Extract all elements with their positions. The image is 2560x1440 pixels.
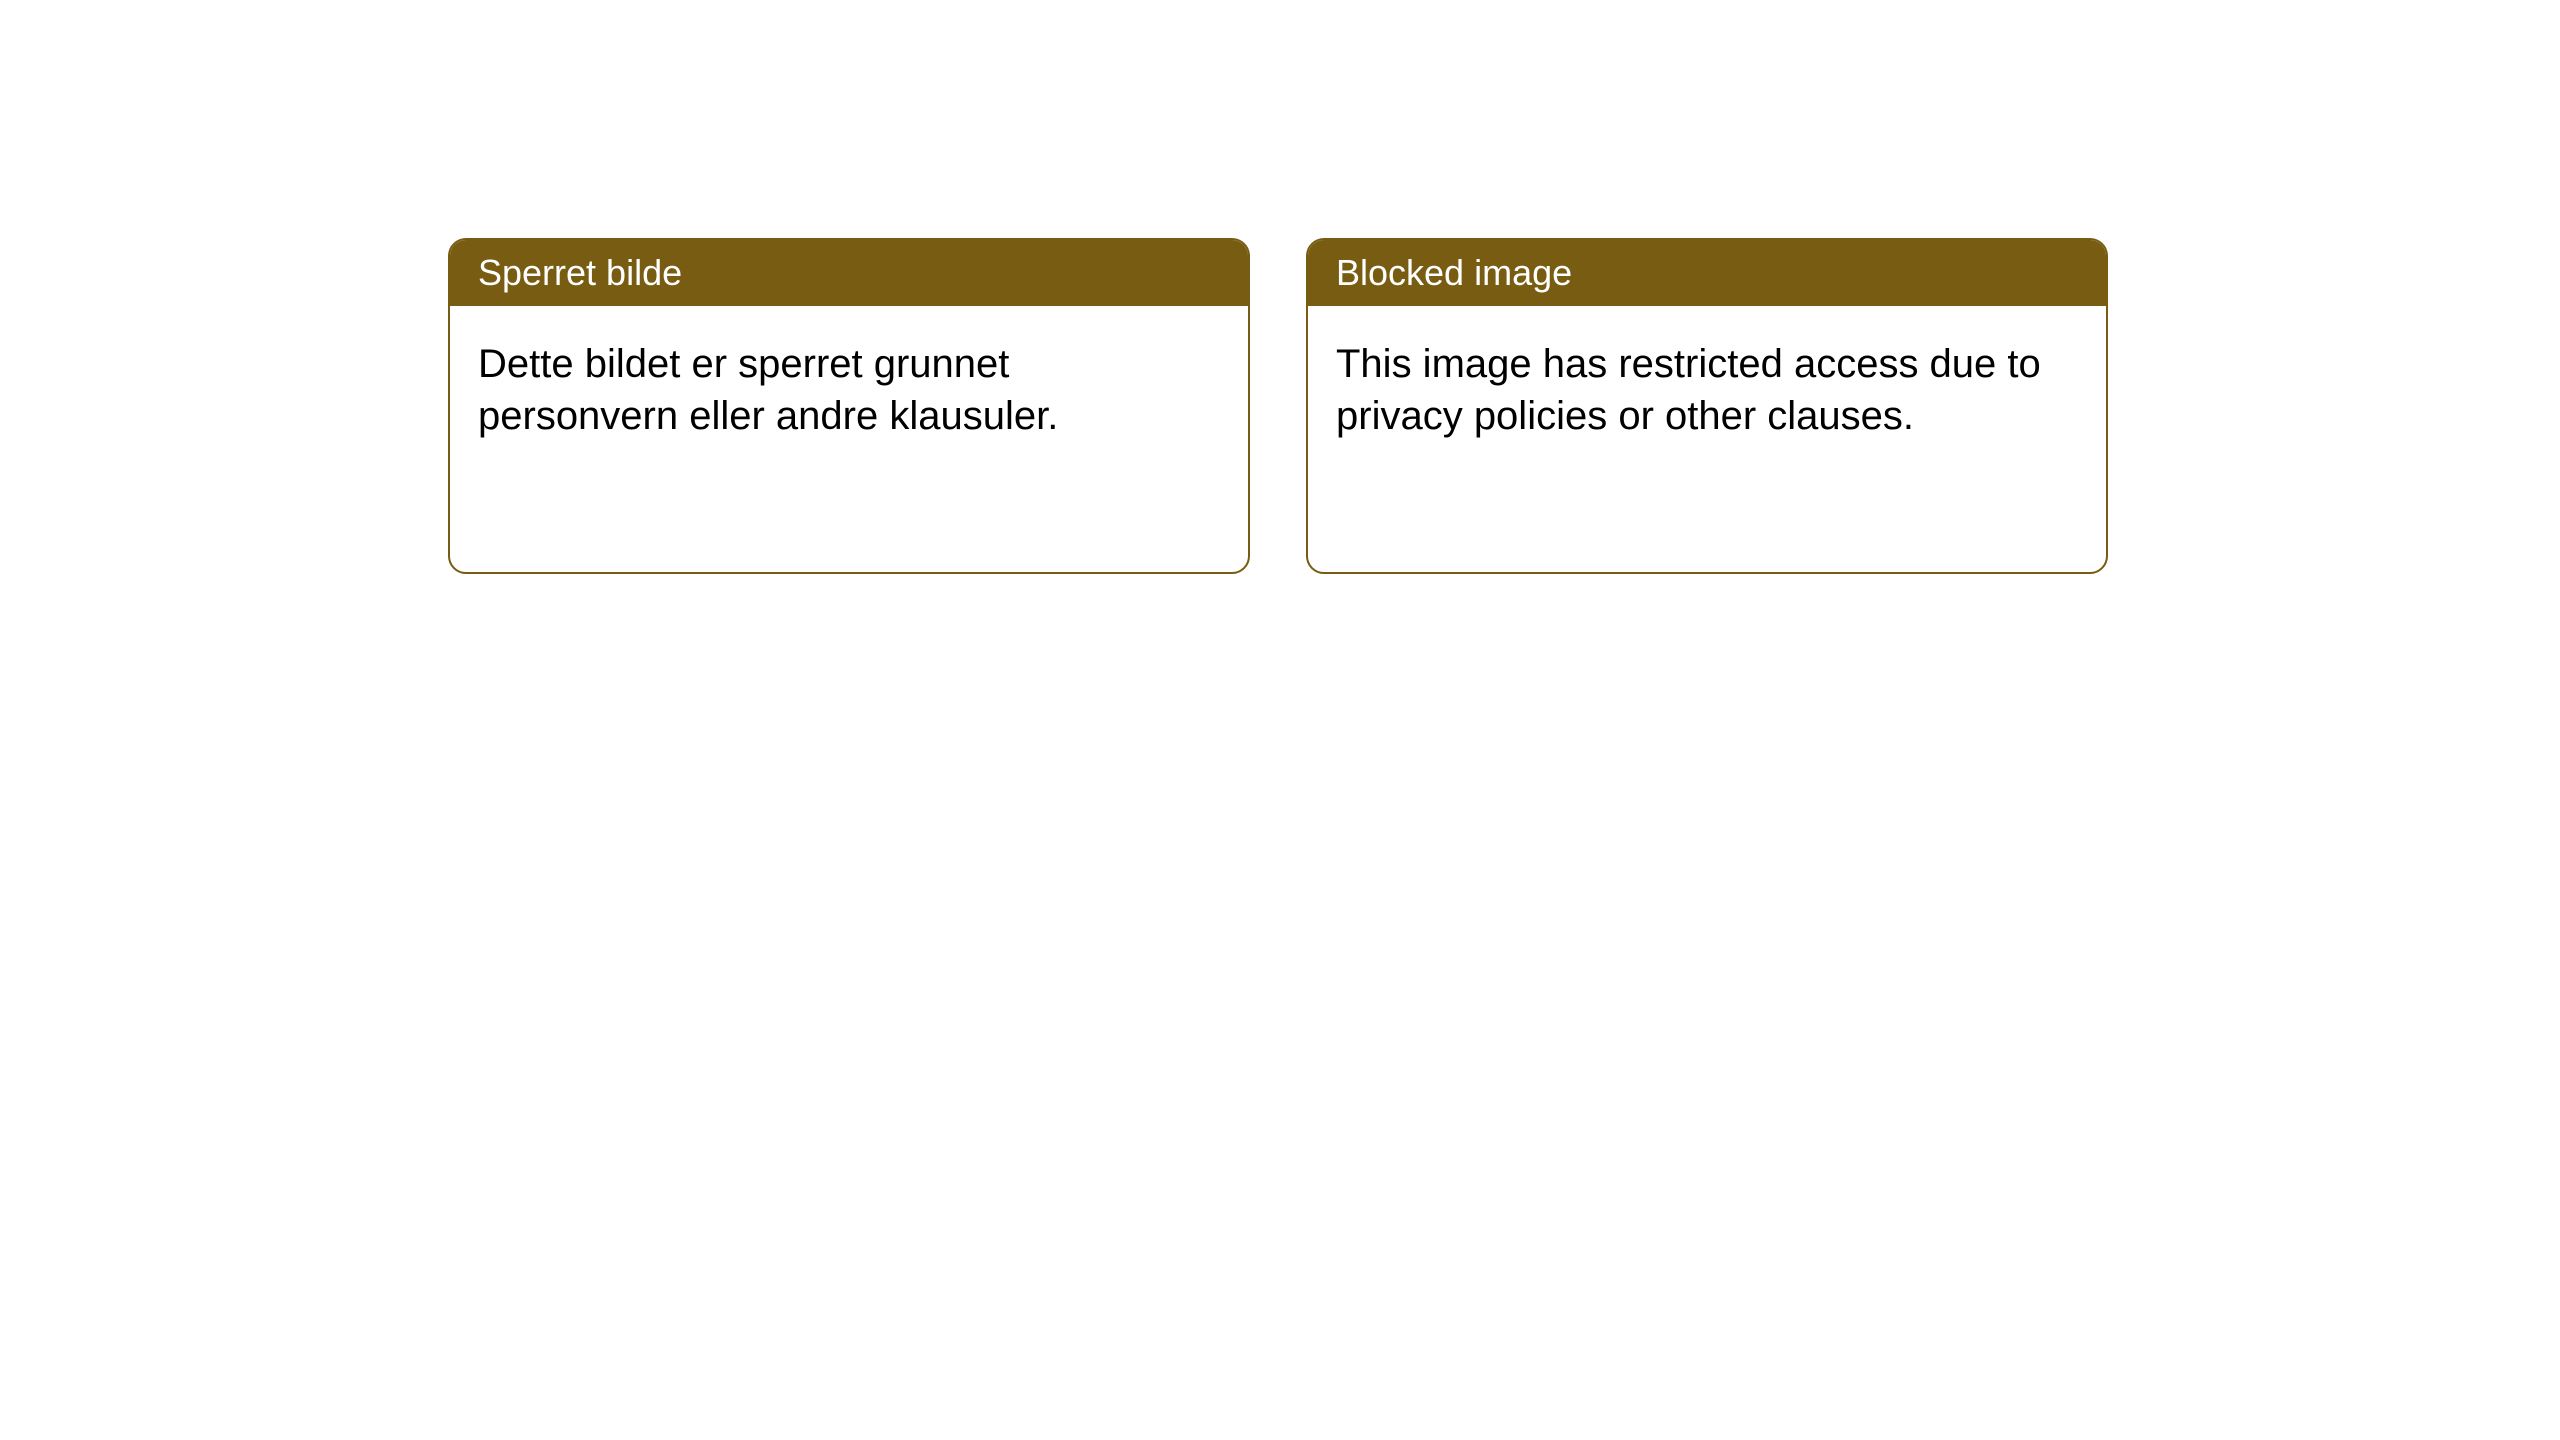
notice-card-norwegian: Sperret bilde Dette bildet er sperret gr… [448,238,1250,574]
notice-card-body: This image has restricted access due to … [1308,306,2106,474]
notice-card-header: Blocked image [1308,240,2106,306]
notice-card-header: Sperret bilde [450,240,1248,306]
notice-title: Blocked image [1336,252,1572,293]
notice-card-english: Blocked image This image has restricted … [1306,238,2108,574]
notice-title: Sperret bilde [478,252,682,293]
notice-body-text: Dette bildet er sperret grunnet personve… [478,342,1058,438]
notice-card-body: Dette bildet er sperret grunnet personve… [450,306,1248,474]
notice-body-text: This image has restricted access due to … [1336,342,2041,438]
notice-container: Sperret bilde Dette bildet er sperret gr… [448,238,2108,574]
